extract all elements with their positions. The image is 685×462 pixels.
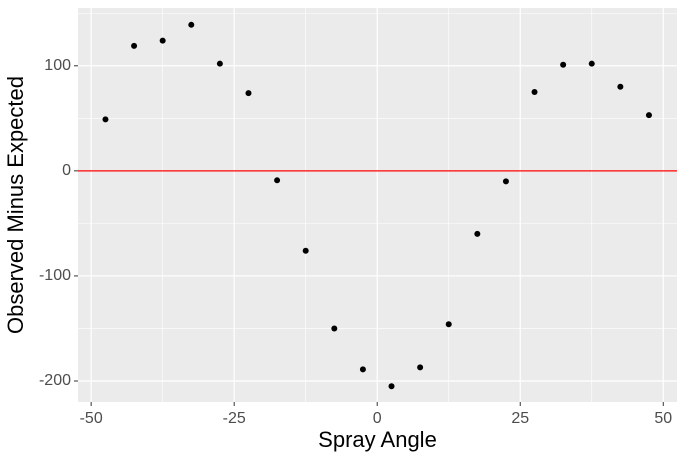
- y-tick-label: -200: [39, 372, 71, 389]
- point: [502, 178, 509, 185]
- point: [474, 230, 481, 237]
- point: [359, 366, 366, 373]
- point: [245, 90, 252, 97]
- point: [331, 325, 338, 332]
- point: [388, 383, 395, 390]
- x-tick-label: 0: [373, 410, 382, 427]
- point: [274, 177, 281, 184]
- x-tick-label: -50: [80, 410, 103, 427]
- point: [445, 321, 452, 328]
- x-tick-label: 50: [654, 410, 672, 427]
- y-axis-title: Observed Minus Expected: [3, 76, 28, 334]
- y-tick-label: -100: [39, 267, 71, 284]
- point: [617, 83, 624, 90]
- point: [531, 89, 538, 96]
- point: [159, 37, 166, 44]
- y-tick-label: 0: [62, 162, 71, 179]
- point: [588, 60, 595, 67]
- y-tick-label: 100: [44, 57, 71, 74]
- point: [302, 247, 309, 254]
- point: [216, 60, 223, 67]
- x-tick-label: -25: [223, 410, 246, 427]
- x-axis-title: Spray Angle: [318, 427, 437, 452]
- point: [417, 364, 424, 371]
- point: [560, 61, 567, 68]
- point: [102, 116, 109, 123]
- point: [645, 112, 652, 119]
- point: [188, 21, 195, 28]
- x-tick-label: 25: [511, 410, 529, 427]
- point: [131, 42, 138, 49]
